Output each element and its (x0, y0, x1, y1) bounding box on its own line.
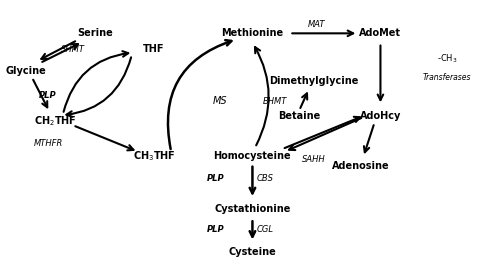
Text: Transferases: Transferases (422, 73, 471, 82)
Text: MS: MS (213, 96, 228, 106)
Text: Cysteine: Cysteine (228, 247, 276, 257)
Text: PLP: PLP (40, 91, 57, 100)
Text: PLP: PLP (206, 174, 224, 183)
Text: Glycine: Glycine (6, 66, 46, 76)
Text: CH$_2$THF: CH$_2$THF (34, 114, 77, 128)
Text: BHMT: BHMT (262, 97, 287, 106)
Text: -CH$_3$: -CH$_3$ (436, 52, 457, 65)
Text: Cystathionine: Cystathionine (214, 204, 290, 214)
Text: Betaine: Betaine (278, 111, 320, 121)
Text: CBS: CBS (256, 174, 273, 183)
Text: PLP: PLP (206, 225, 224, 233)
Text: AdoMet: AdoMet (360, 28, 402, 38)
Text: THF: THF (143, 44, 165, 54)
Text: SAHH: SAHH (302, 155, 326, 164)
Text: Homocysteine: Homocysteine (214, 151, 291, 161)
Text: MAT: MAT (308, 20, 325, 29)
Text: MTHFR: MTHFR (34, 139, 63, 148)
Text: Adenosine: Adenosine (332, 161, 390, 171)
Text: SHMT: SHMT (60, 45, 84, 54)
Text: CGL: CGL (256, 225, 273, 233)
Text: AdoHcy: AdoHcy (360, 111, 401, 121)
Text: CH$_3$THF: CH$_3$THF (132, 149, 176, 163)
Text: Methionine: Methionine (222, 28, 284, 38)
Text: Serine: Serine (77, 28, 113, 38)
Text: Dimethylglycine: Dimethylglycine (270, 76, 358, 86)
